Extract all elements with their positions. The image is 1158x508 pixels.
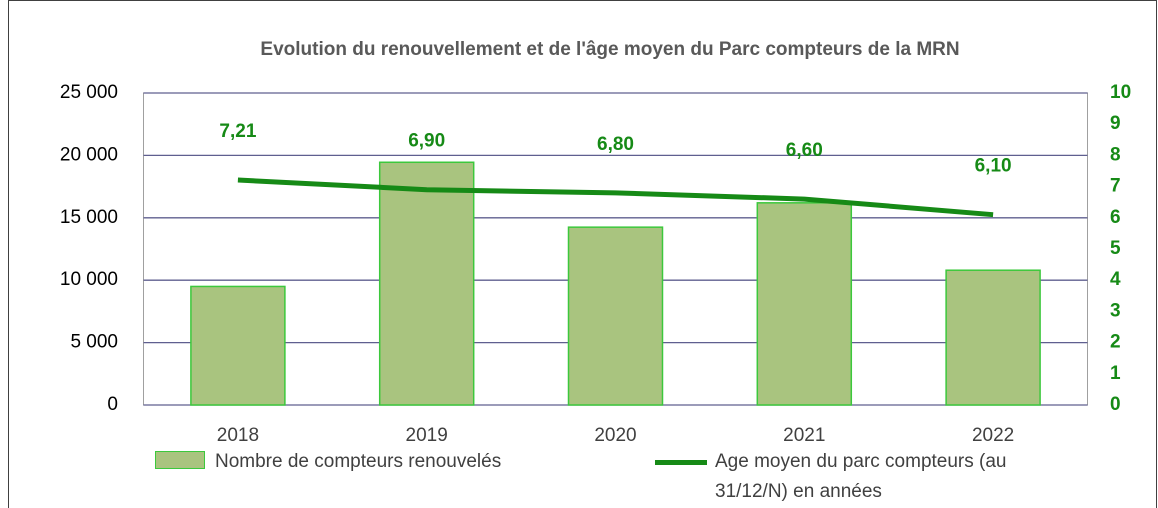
y2-tick-label: 10 bbox=[1110, 82, 1131, 103]
x-tick-label: 2021 bbox=[783, 425, 825, 446]
x-tick-label: 2018 bbox=[217, 425, 259, 446]
chart-frame bbox=[8, 0, 1157, 508]
y-tick-label: 5 000 bbox=[70, 332, 118, 353]
y2-tick-label: 0 bbox=[1110, 394, 1121, 415]
y2-tick-label: 7 bbox=[1110, 176, 1121, 197]
y2-tick-label: 2 bbox=[1110, 332, 1121, 353]
y2-tick-label: 5 bbox=[1110, 238, 1121, 259]
legend-swatch bbox=[155, 451, 205, 469]
y2-tick-label: 1 bbox=[1110, 363, 1121, 384]
y-tick-label: 15 000 bbox=[60, 207, 118, 228]
legend-item: Age moyen du parc compteurs (au 31/12/N)… bbox=[655, 447, 1075, 507]
y2-tick-label: 6 bbox=[1110, 207, 1121, 228]
x-tick-label: 2019 bbox=[406, 425, 448, 446]
legend-label: Nombre de compteurs renouvelés bbox=[215, 451, 502, 472]
chart-title: Evolution du renouvellement et de l'âge … bbox=[260, 39, 959, 60]
legend-item: Nombre de compteurs renouvelés bbox=[155, 447, 501, 477]
data-label: 6,10 bbox=[975, 156, 1012, 177]
y2-tick-label: 8 bbox=[1110, 144, 1121, 165]
y-tick-label: 10 000 bbox=[60, 269, 118, 290]
bar bbox=[756, 202, 853, 406]
bar bbox=[567, 226, 664, 406]
y2-tick-label: 3 bbox=[1110, 300, 1121, 321]
legend-label: Age moyen du parc compteurs (au 31/12/N)… bbox=[715, 451, 1007, 502]
bar bbox=[190, 285, 286, 406]
x-tick-label: 2020 bbox=[594, 425, 636, 446]
legend-swatch bbox=[655, 460, 707, 465]
data-label: 6,90 bbox=[408, 131, 445, 152]
bar bbox=[945, 269, 1041, 406]
y2-tick-label: 4 bbox=[1110, 269, 1121, 290]
y2-tick-label: 9 bbox=[1110, 113, 1121, 134]
bar bbox=[378, 161, 475, 406]
x-tick-label: 2022 bbox=[972, 425, 1014, 446]
data-label: 7,21 bbox=[219, 121, 256, 142]
y-tick-label: 20 000 bbox=[60, 144, 118, 165]
data-label: 6,60 bbox=[786, 140, 823, 161]
line bbox=[237, 177, 994, 218]
data-label: 6,80 bbox=[597, 134, 634, 155]
y-tick-label: 0 bbox=[107, 394, 118, 415]
y-tick-label: 25 000 bbox=[60, 82, 118, 103]
